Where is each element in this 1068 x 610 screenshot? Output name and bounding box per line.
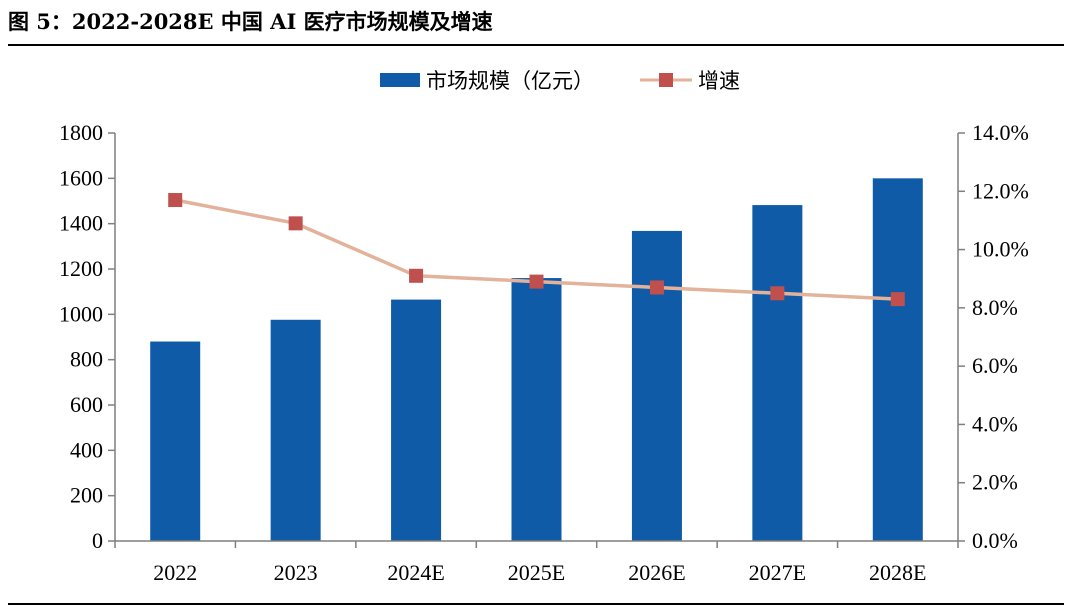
bar [631, 230, 682, 542]
growth-marker [168, 193, 183, 208]
growth-marker [770, 286, 785, 301]
x-tick-label: 2022 [153, 560, 197, 585]
bar [511, 278, 562, 541]
growth-marker [649, 280, 664, 295]
bar [150, 341, 201, 541]
left-tick-label: 0 [92, 528, 103, 553]
right-tick-label: 14.0% [972, 120, 1029, 145]
growth-marker [288, 216, 303, 231]
x-tick-label: 2026E [628, 560, 685, 585]
bar [270, 319, 321, 541]
x-tick-label: 2024E [387, 560, 444, 585]
x-tick-label: 2025E [508, 560, 565, 585]
left-tick-label: 1600 [59, 165, 103, 190]
legend-line-label: 增速 [698, 69, 740, 93]
bar [752, 205, 803, 541]
growth-marker [890, 292, 905, 307]
bar [391, 299, 442, 541]
left-tick-label: 200 [70, 483, 103, 508]
top-rule [8, 44, 1064, 46]
growth-marker [409, 268, 424, 283]
legend: 市场规模（亿元） 增速 [380, 69, 740, 93]
right-tick-label: 2.0% [972, 470, 1018, 495]
left-tick-label: 600 [70, 392, 103, 417]
left-tick-label: 1000 [59, 301, 103, 326]
right-tick-label: 4.0% [972, 411, 1018, 436]
figure-title: 图 5：2022-2028E 中国 AI 医疗市场规模及增速 [8, 9, 493, 34]
left-tick-label: 1800 [59, 120, 103, 145]
legend-bar-swatch [380, 73, 420, 87]
legend-line-marker [659, 73, 673, 87]
left-tick-label: 400 [70, 437, 103, 462]
x-tick-label: 2028E [869, 560, 926, 585]
left-tick-label: 1200 [59, 256, 103, 281]
growth-marker [529, 274, 544, 289]
right-tick-label: 8.0% [972, 295, 1018, 320]
x-tick-label: 2023 [274, 560, 318, 585]
right-tick-label: 10.0% [972, 237, 1029, 262]
left-tick-label: 800 [70, 347, 103, 372]
x-tick-label: 2027E [749, 560, 806, 585]
bottom-rule [8, 603, 1064, 605]
legend-bar-label: 市场规模（亿元） [426, 69, 594, 93]
right-tick-label: 6.0% [972, 353, 1018, 378]
right-tick-label: 12.0% [972, 178, 1029, 203]
bar [872, 178, 923, 542]
left-tick-label: 1400 [59, 211, 103, 236]
right-tick-label: 0.0% [972, 528, 1018, 553]
